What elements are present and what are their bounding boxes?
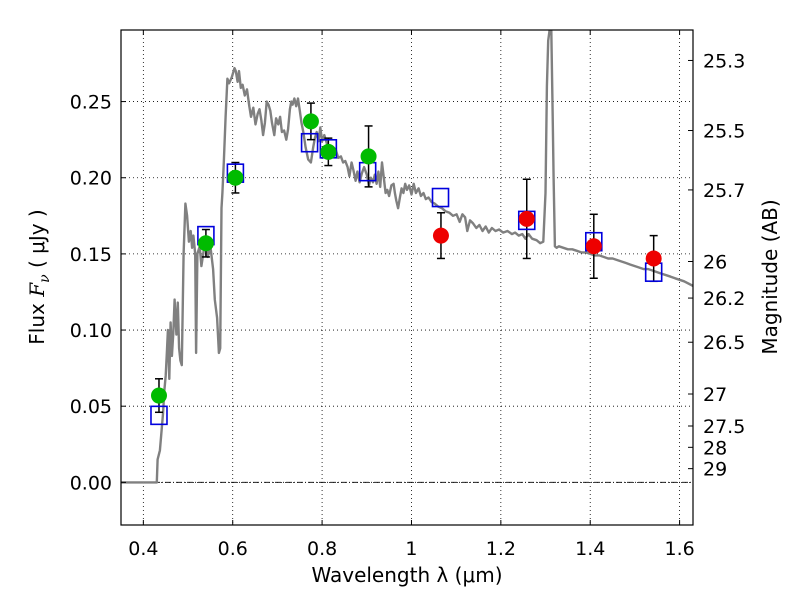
y-tick-label: 0.10 bbox=[70, 320, 112, 342]
photometry-point bbox=[585, 238, 602, 255]
x-tick-label: 1.6 bbox=[664, 538, 694, 560]
magnitude-tick-label: 26 bbox=[703, 252, 727, 274]
model-spectrum bbox=[121, 30, 693, 484]
photometry-point bbox=[645, 250, 662, 267]
x-tick-label: 1.2 bbox=[486, 538, 516, 560]
magnitude-tick-label: 29 bbox=[703, 459, 727, 481]
photometry-point bbox=[302, 113, 319, 130]
x-tick-label: 0.4 bbox=[128, 538, 158, 560]
magnitude-tick-label: 26.2 bbox=[703, 288, 745, 310]
y-tick-label: 0.20 bbox=[70, 168, 112, 190]
right-y-axis-label: Magnitude (AB) bbox=[758, 199, 782, 354]
photometry-point bbox=[197, 235, 214, 252]
magnitude-tick-label: 27 bbox=[703, 384, 727, 406]
model-sed-line bbox=[121, 30, 693, 484]
x-axis-label: Wavelength λ (μm) bbox=[311, 563, 502, 587]
model-flux-squares bbox=[150, 132, 663, 426]
photometry-point bbox=[432, 227, 449, 244]
magnitude-tick-label: 25.3 bbox=[703, 50, 745, 72]
axis-ticks bbox=[121, 30, 693, 525]
magnitude-tick-label: 25.7 bbox=[703, 180, 745, 202]
y-tick-label: 0.25 bbox=[70, 92, 112, 114]
photometry-point bbox=[360, 148, 377, 165]
photometry-point bbox=[320, 143, 337, 160]
x-tick-label: 0.8 bbox=[307, 538, 337, 560]
y-tick-label: 0.00 bbox=[70, 472, 112, 494]
magnitude-tick-label: 26.5 bbox=[703, 332, 745, 354]
y-tick-label: 0.05 bbox=[70, 396, 112, 418]
grid-lines bbox=[121, 30, 693, 525]
y-tick-label: 0.15 bbox=[70, 244, 112, 266]
x-tick-label: 1 bbox=[405, 538, 417, 560]
plot-frame bbox=[120, 29, 694, 526]
x-tick-labels: 0.4 0.6 0.8 1 1.2 1.4 1.6 bbox=[128, 538, 694, 560]
magnitude-tick-label: 28 bbox=[703, 437, 727, 459]
magnitude-tick-label: 25.5 bbox=[703, 121, 745, 143]
x-tick-label: 0.6 bbox=[218, 538, 248, 560]
photometry-points bbox=[150, 113, 662, 404]
model-flux-square bbox=[150, 405, 168, 426]
model-flux-square bbox=[431, 187, 450, 208]
magnitude-tick-label: 27.5 bbox=[703, 416, 745, 438]
photometry-point bbox=[518, 210, 535, 227]
model-flux-square bbox=[300, 132, 319, 153]
photometry-point bbox=[150, 387, 167, 404]
y-axis-label: Flux Fν ( μJy ) bbox=[25, 209, 53, 344]
y-tick-labels: 0.00 0.05 0.10 0.15 0.20 0.25 bbox=[70, 92, 112, 495]
photometry-point bbox=[227, 169, 244, 186]
x-tick-label: 1.4 bbox=[575, 538, 605, 560]
error-bars bbox=[154, 102, 658, 414]
